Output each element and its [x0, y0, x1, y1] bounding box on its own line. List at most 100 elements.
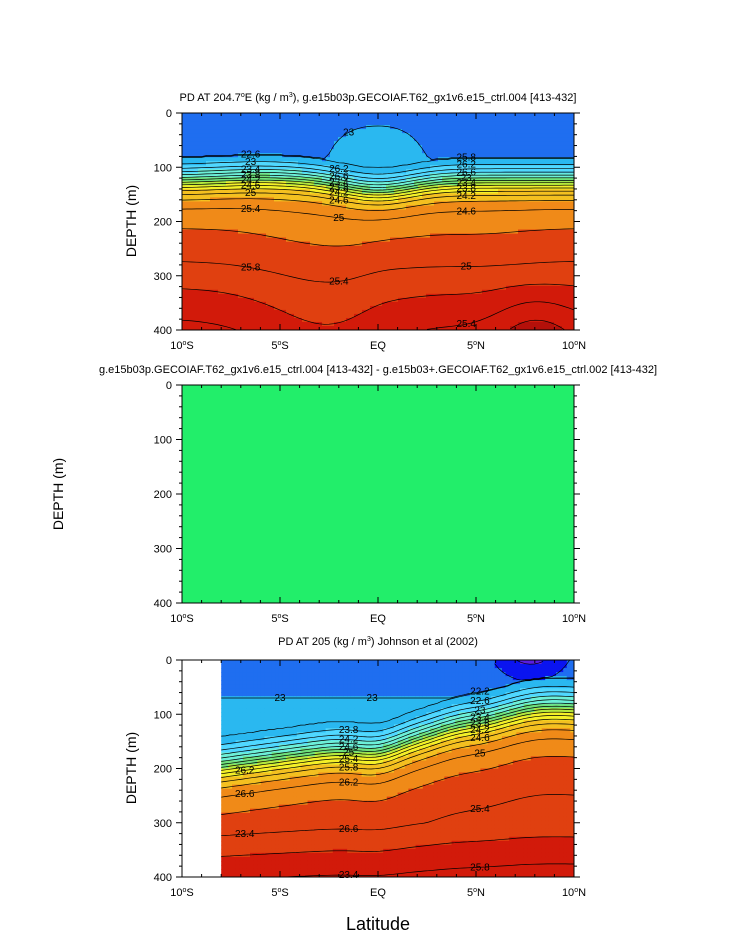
contour-cell [470, 241, 475, 247]
contour-cell [518, 189, 523, 194]
contour-cell [254, 149, 259, 154]
contour-cell [370, 225, 375, 231]
contour-cell [438, 169, 443, 174]
contour-cell [470, 273, 475, 279]
contour-cell [238, 241, 243, 247]
contour-cell [270, 213, 275, 219]
contour-cell [346, 113, 351, 118]
contour-cell [318, 273, 323, 279]
contour-cell [522, 293, 527, 299]
contour-cell [342, 117, 347, 122]
contour-cell [326, 189, 331, 194]
contour-cell [466, 217, 471, 223]
contour-cell [390, 273, 395, 279]
contour-cell [382, 321, 387, 327]
contour-cell [222, 281, 227, 287]
contour-cell [286, 313, 291, 319]
contour-cell [418, 113, 423, 118]
contour-cell [346, 261, 351, 267]
contour-cell [190, 285, 195, 291]
contour-cell [502, 177, 507, 182]
contour-cell [182, 261, 187, 267]
contour-cell [466, 257, 471, 263]
contour-cell [522, 173, 527, 178]
contour-cell [506, 197, 511, 203]
contour-cell [270, 145, 275, 150]
contour-cell [242, 205, 247, 211]
contour-cell [282, 269, 287, 275]
contour-cell [490, 305, 495, 311]
contour-cell [526, 321, 531, 327]
contour-cell [434, 161, 439, 166]
contour-cell [502, 149, 507, 154]
contour-cell [194, 229, 199, 235]
contour-cell [314, 157, 319, 162]
contour-cell [450, 309, 455, 315]
contour-cell [290, 317, 295, 323]
contour-cell [438, 253, 443, 259]
contour-cell [214, 185, 219, 190]
contour-cell [330, 205, 335, 211]
contour-cell [462, 217, 467, 223]
contour-cell [406, 201, 411, 207]
contour-cell [406, 141, 411, 146]
contour-cell [458, 237, 463, 243]
contour-cell [494, 169, 499, 174]
contour-cell [382, 189, 387, 194]
contour-cell [238, 221, 243, 227]
contour-cell [422, 201, 427, 207]
contour-cell [226, 161, 231, 166]
contour-cell [526, 253, 531, 259]
contour-cell [370, 253, 375, 259]
contour-cell [378, 265, 383, 271]
contour-cell [430, 121, 435, 126]
contour-cell [406, 181, 411, 186]
contour-cell [546, 289, 551, 295]
contour-cell [386, 285, 391, 291]
contour-cell [226, 321, 231, 327]
contour-cell [498, 209, 503, 215]
contour-cell [506, 161, 511, 166]
contour-cell [490, 237, 495, 243]
contour-cell [366, 277, 371, 283]
contour-cell [338, 217, 343, 223]
contour-cell [226, 149, 231, 154]
contour-cell [346, 321, 351, 327]
contour-cell [526, 309, 531, 315]
contour-cell [258, 297, 263, 303]
contour-cell [186, 317, 191, 323]
contour-cell [202, 257, 207, 263]
contour-cell [486, 297, 491, 303]
contour-cell [446, 133, 451, 138]
contour-cell [262, 305, 267, 311]
contour-cell [446, 297, 451, 303]
contour-cell [230, 169, 235, 174]
contour-cell [210, 113, 215, 118]
contour-cell [486, 129, 491, 134]
contour-cell [422, 261, 427, 267]
contour-cell [214, 249, 219, 255]
contour-cell [426, 289, 431, 295]
contour-cell [418, 309, 423, 315]
contour-cell [230, 237, 235, 243]
contour-cell [294, 301, 299, 307]
contour-cell [466, 205, 471, 211]
contour-cell [186, 265, 191, 271]
contour-cell [230, 177, 235, 182]
contour-cell [446, 185, 451, 190]
contour-cell [250, 205, 255, 211]
contour-cell [426, 269, 431, 275]
contour-cell [282, 177, 287, 182]
contour-cell [466, 273, 471, 279]
contour-cell [458, 125, 463, 130]
contour-cell [410, 161, 415, 166]
contour-cell [478, 305, 483, 311]
contour-cell [318, 189, 323, 194]
contour-cell [546, 193, 551, 198]
contour-cell [282, 245, 287, 251]
contour-cell [538, 297, 543, 303]
contour-cell [522, 197, 527, 203]
contour-cell [282, 209, 287, 215]
contour-cell [494, 273, 499, 279]
contour-cell [226, 317, 231, 323]
